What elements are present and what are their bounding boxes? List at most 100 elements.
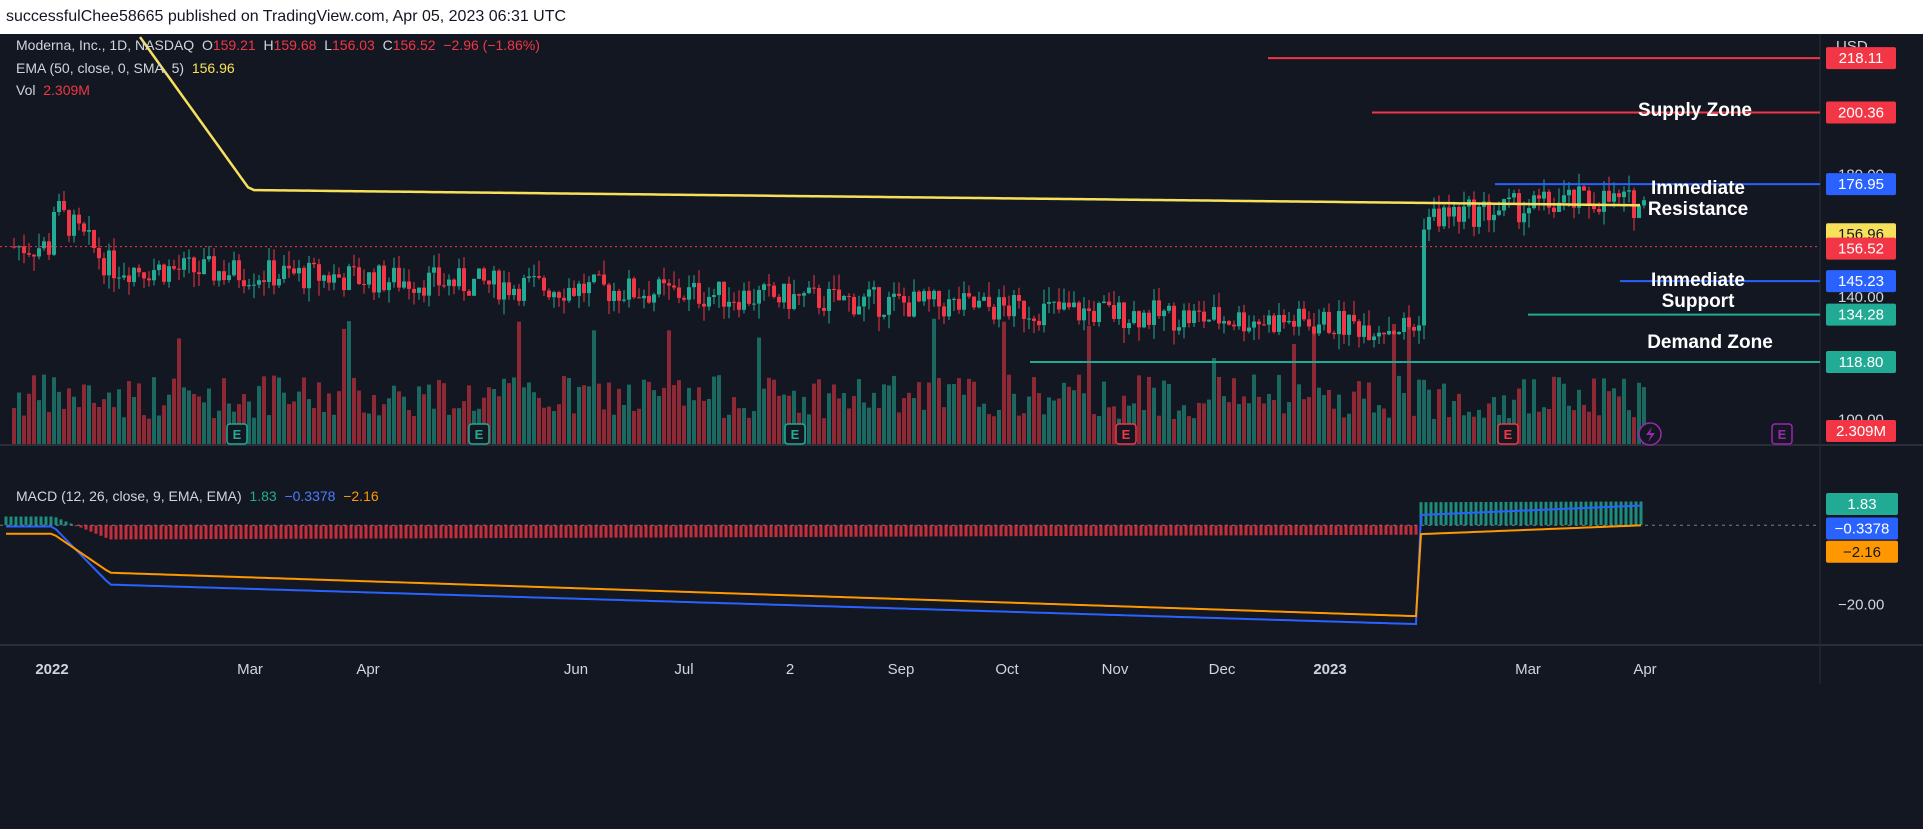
candle-body xyxy=(1217,307,1221,324)
candle-body xyxy=(682,297,686,300)
macd-histogram-bar xyxy=(284,525,288,539)
candle-body xyxy=(482,268,486,281)
candle-body xyxy=(72,214,76,236)
candle-body xyxy=(632,278,636,298)
candle-body xyxy=(607,284,611,302)
volume-bar xyxy=(982,403,986,444)
candle-body xyxy=(1347,314,1351,335)
macd-histogram-bar xyxy=(909,525,913,537)
macd-histogram-bar xyxy=(1524,501,1528,526)
volume-bar xyxy=(972,381,976,444)
candle-body xyxy=(282,265,286,279)
volume-bar xyxy=(382,404,386,444)
level-badge-text: 218.11 xyxy=(1839,50,1884,67)
volume-bar xyxy=(817,379,821,444)
volume-bar xyxy=(422,394,426,444)
candle-body xyxy=(382,265,386,291)
candle-body xyxy=(1367,325,1371,341)
volume-bar xyxy=(242,394,246,444)
macd-histogram-bar xyxy=(174,525,178,540)
time-tick-label: 2 xyxy=(786,661,794,678)
candle-body xyxy=(377,265,381,293)
macd-histogram-bar xyxy=(109,525,113,540)
macd-histogram-bar xyxy=(199,525,203,540)
immediate-resistance-line2: Resistance xyxy=(1647,199,1749,220)
volume-bar xyxy=(217,410,221,444)
candle-body xyxy=(872,287,876,290)
volume-bar xyxy=(1032,377,1036,444)
candle-body xyxy=(367,272,371,285)
macd-tick-label: −20.00 xyxy=(1838,596,1884,613)
volume-bar xyxy=(1057,398,1061,444)
macd-histogram-bar xyxy=(1109,525,1113,536)
macd-histogram-bar xyxy=(1119,525,1123,536)
volume-bar xyxy=(977,406,981,444)
macd-histogram-bar xyxy=(289,525,293,539)
volume-bar xyxy=(947,384,951,444)
macd-histogram-bar xyxy=(459,525,463,539)
volume-bar xyxy=(1567,405,1571,444)
main-chart-svg[interactable]: USD180.00140.00100.00−20.002022MarAprJun… xyxy=(0,34,1923,829)
volume-bar xyxy=(1267,393,1271,444)
volume-bar xyxy=(32,375,36,444)
macd-histogram-bar xyxy=(529,525,533,538)
candle-body xyxy=(1537,195,1541,199)
macd-histogram-bar xyxy=(149,525,153,540)
macd-histogram-bar xyxy=(954,525,958,537)
volume-bar xyxy=(117,389,121,444)
macd-histogram-bar xyxy=(169,525,173,540)
candle-body xyxy=(192,257,196,273)
candle-body xyxy=(1152,300,1156,325)
candle-body xyxy=(232,260,236,276)
candle-body xyxy=(227,275,231,281)
volume-bar xyxy=(157,415,161,444)
volume-bar xyxy=(1547,408,1551,444)
volume-bar xyxy=(1242,396,1246,444)
volume-bar xyxy=(397,391,401,444)
supply-zone-label: Supply Zone xyxy=(1638,100,1752,121)
volume-bar xyxy=(1237,404,1241,444)
macd-histogram-bar xyxy=(1139,525,1143,536)
candle-body xyxy=(722,281,726,307)
candle-body xyxy=(332,274,336,283)
macd-histogram-bar xyxy=(1114,525,1118,536)
macd-histogram-bar xyxy=(119,525,123,540)
macd-histogram-bar xyxy=(1004,525,1008,537)
candle-body xyxy=(162,264,166,282)
macd-histogram-bar xyxy=(319,525,323,539)
candle-body xyxy=(1037,320,1041,326)
volume-bar xyxy=(1627,410,1631,444)
volume-bar xyxy=(852,396,856,444)
macd-histogram-bar xyxy=(1314,525,1318,536)
candle-body xyxy=(1527,208,1531,214)
macd-histogram-bar xyxy=(1094,525,1098,536)
macd-histogram-bar xyxy=(204,525,208,540)
chart-frame[interactable]: USD180.00140.00100.00−20.002022MarAprJun… xyxy=(0,34,1923,829)
volume-bar xyxy=(1302,399,1306,444)
macd-histogram-bar xyxy=(1099,525,1103,536)
candle-body xyxy=(197,272,201,275)
candle-body xyxy=(1562,195,1566,203)
volume-bar xyxy=(192,394,196,444)
volume-bar xyxy=(747,417,751,444)
candle-body xyxy=(1352,314,1356,322)
volume-bar xyxy=(1017,415,1021,444)
volume-bar xyxy=(482,397,486,444)
candle-body xyxy=(1067,302,1071,308)
candle-body xyxy=(1442,207,1446,227)
candle-body xyxy=(517,288,521,301)
macd-histogram-bar xyxy=(124,525,128,540)
volume-bar xyxy=(737,408,741,444)
candle-body xyxy=(1607,190,1611,202)
volume-bar xyxy=(1072,390,1076,444)
candle-body xyxy=(882,314,886,317)
macd-histogram-bar xyxy=(904,525,908,537)
macd-histogram-bar xyxy=(959,525,963,537)
volume-bar xyxy=(1312,332,1316,444)
macd-histogram-bar xyxy=(809,525,813,537)
volume-bar xyxy=(1422,379,1426,444)
macd-histogram-bar xyxy=(349,525,353,539)
volume-bar xyxy=(1492,397,1496,444)
candle-body xyxy=(1317,324,1321,334)
volume-bar xyxy=(287,403,291,444)
